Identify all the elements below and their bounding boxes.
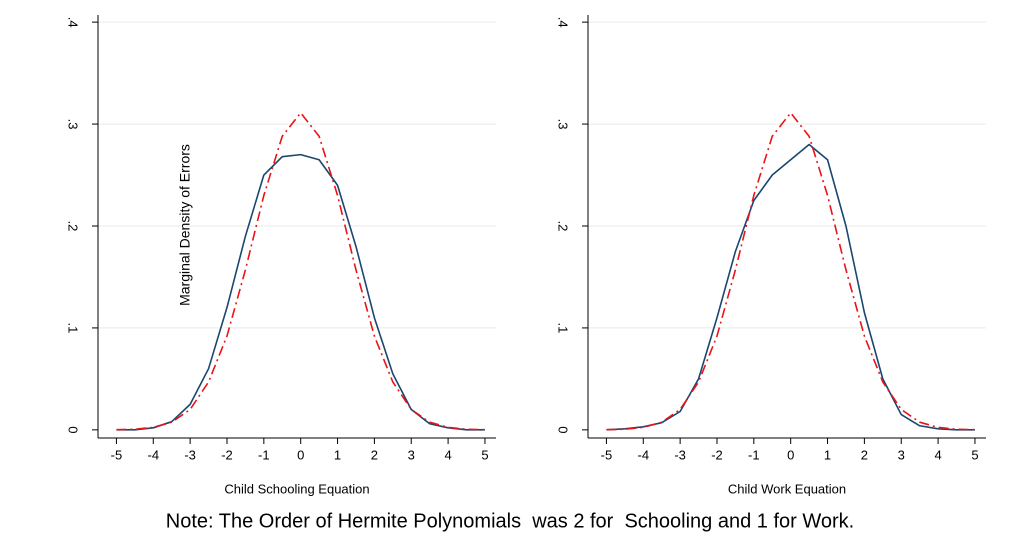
y-tick-label: .1	[556, 322, 571, 333]
x-tick-label: 3	[408, 447, 415, 462]
y-axis-label: Marginal Density of Errors	[177, 144, 193, 306]
y-tick-label: 0	[556, 426, 571, 433]
x-tick-label: 5	[481, 447, 488, 462]
x-tick-label: 4	[444, 447, 451, 462]
y-tick-label: .3	[66, 119, 81, 130]
x-tick-label: 3	[898, 447, 905, 462]
line-series	[606, 143, 975, 431]
x-tick-label: -4	[147, 447, 159, 462]
x-tick-label: -1	[258, 447, 270, 462]
x-tick-label: 2	[861, 447, 868, 462]
x-tick-label: -5	[601, 447, 613, 462]
line-series	[116, 153, 485, 431]
x-tick-label: -2	[221, 447, 233, 462]
x-tick-label: 4	[934, 447, 941, 462]
x-axis-label: Child Work Equation	[728, 481, 846, 496]
x-tick-label: 5	[971, 447, 978, 462]
x-tick-label: -1	[748, 447, 760, 462]
x-tick-label: -5	[111, 447, 123, 462]
line-series	[606, 112, 975, 431]
x-tick-label: 2	[371, 447, 378, 462]
x-axis-label: Child Schooling Equation	[224, 481, 369, 496]
x-tick-label: -4	[637, 447, 649, 462]
y-tick-label: .2	[66, 221, 81, 232]
y-tick-label: .2	[556, 221, 571, 232]
x-tick-label: 1	[334, 447, 341, 462]
y-tick-label: 0	[66, 426, 81, 433]
x-tick-label: 1	[824, 447, 831, 462]
y-tick-label: .4	[66, 17, 81, 28]
y-tick-label: .3	[556, 119, 571, 130]
note: Note: The Order of Hermite Polynomials w…	[166, 510, 854, 532]
x-tick-label: -2	[711, 447, 723, 462]
y-tick-label: .4	[556, 17, 571, 28]
x-tick-label: -3	[674, 447, 686, 462]
x-tick-label: 0	[297, 447, 304, 462]
line-series	[116, 112, 485, 431]
y-tick-label: .1	[66, 322, 81, 333]
x-tick-label: 0	[787, 447, 794, 462]
x-tick-label: -3	[184, 447, 196, 462]
